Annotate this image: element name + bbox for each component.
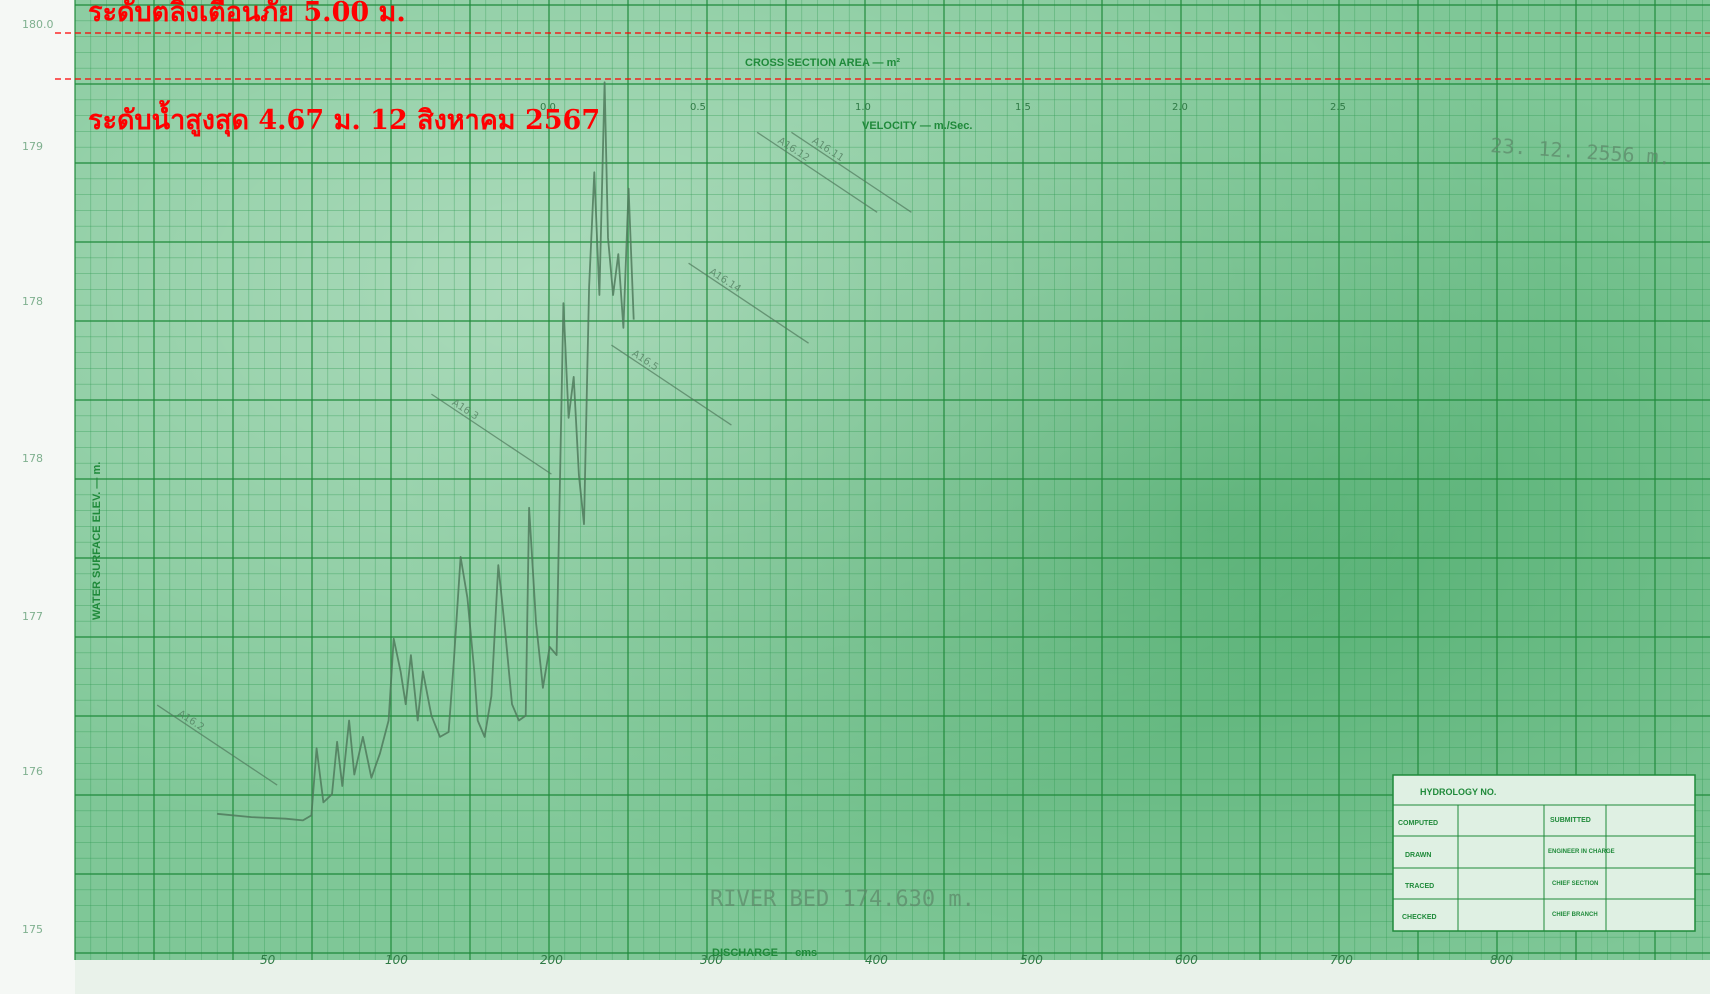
velocity-tick-label: 2.0 xyxy=(1172,102,1188,113)
x-tick-label: 100 xyxy=(385,953,408,967)
fitted-mark-line xyxy=(756,131,878,213)
y-tick-label: 179 xyxy=(22,140,43,153)
title-block-row-left: DRAWN xyxy=(1405,852,1431,859)
x-tick-label: 400 xyxy=(865,953,888,967)
fitted-mark-line xyxy=(688,262,809,344)
x-tick-label: 200 xyxy=(540,953,563,967)
title-block-row-right: CHIEF SECTION xyxy=(1552,881,1598,887)
left-margin-strip xyxy=(0,0,75,994)
y-tick-labels: 180.0 179 178 178 177 176 175 xyxy=(22,18,54,936)
title-block-row-right: ENGINEER IN CHARGE xyxy=(1548,849,1615,855)
bottom-axis-label: DISCHARGE — cms xyxy=(712,947,817,959)
title-block-row-left: TRACED xyxy=(1405,883,1434,890)
x-tick-label: 700 xyxy=(1330,953,1353,967)
title-block-row-right: SUBMITTED xyxy=(1550,817,1591,824)
x-tick-label: 50 xyxy=(260,953,276,967)
title-block-row-left: CHECKED xyxy=(1402,914,1437,921)
fitted-mark-line xyxy=(156,704,278,786)
max-level-annotation: ระดับน้ำสูงสุด 4.67 ม. 12 สิงหาคม 2567 xyxy=(88,105,601,136)
y-tick-label: 176 xyxy=(22,765,43,778)
velocity-tick-label: 0.5 xyxy=(690,102,706,113)
x-tick-label: 500 xyxy=(1020,953,1043,967)
title-block: HYDROLOGY NO. COMPUTED SUBMITTED DRAWN E… xyxy=(1392,774,1696,932)
x-tick-labels: 50 100 200 300 400 500 600 700 800 xyxy=(260,953,1513,967)
velocity-tick-label: 0.0 xyxy=(540,102,556,113)
series-line xyxy=(217,81,635,822)
y-tick-label: 177 xyxy=(22,610,43,623)
velocity-tick-label: 1.0 xyxy=(855,102,871,113)
x-tick-label: 800 xyxy=(1490,953,1513,967)
warning-level-annotation: ระดับตลิ่งเตือนภัย 5.00 ม. xyxy=(88,0,406,28)
top-axis-area-label: CROSS SECTION AREA — m² xyxy=(745,57,900,69)
velocity-tick-label: 1.5 xyxy=(1015,102,1031,113)
velocity-tick-labels: 0.0 0.5 1.0 1.5 2.0 2.5 xyxy=(540,102,1346,113)
fitted-mark-line xyxy=(611,344,732,426)
river-bed-note: RIVER BED 174.630 m. xyxy=(710,887,975,912)
top-axis-velocity-label: VELOCITY — m./Sec. xyxy=(862,120,972,132)
velocity-tick-label: 2.5 xyxy=(1330,102,1346,113)
x-tick-label: 600 xyxy=(1175,953,1198,967)
y-tick-label: 178 xyxy=(22,295,43,308)
x-tick-label: 300 xyxy=(700,953,723,967)
grid-major xyxy=(74,0,1710,960)
title-block-row-left: COMPUTED xyxy=(1398,820,1438,827)
left-axis-label: WATER SURFACE ELEV. — m. xyxy=(91,462,103,620)
y-tick-label: 175 xyxy=(22,923,43,936)
y-tick-label: 180.0 xyxy=(22,18,54,31)
title-block-row-right: CHIEF BRANCH xyxy=(1552,912,1598,918)
title-block-header: HYDROLOGY NO. xyxy=(1420,787,1496,797)
y-tick-label: 178 xyxy=(22,452,43,465)
fitted-mark-line xyxy=(791,131,912,213)
fitted-mark-line xyxy=(431,393,552,475)
